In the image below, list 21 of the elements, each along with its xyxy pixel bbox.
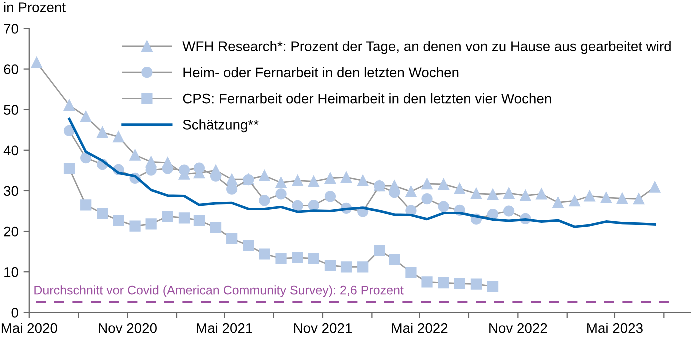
y-axis-title: in Prozent xyxy=(4,2,66,12)
y-tick-label: 10 xyxy=(4,267,18,278)
y-tick-label: 20 xyxy=(4,226,18,237)
x-tick-label: Nov 2021 xyxy=(294,323,352,334)
x-tick-label: Mai 2022 xyxy=(392,323,448,334)
y-tick-label: 0 xyxy=(12,308,18,318)
x-tick-label: Mai 2021 xyxy=(197,323,252,334)
y-tick-label: 50 xyxy=(4,105,18,116)
x-tick-label: Mai 2020 xyxy=(2,323,58,334)
legend-label: Schätzung** xyxy=(183,120,259,133)
y-tick-label: 70 xyxy=(4,24,18,34)
x-tick-label: Mai 2023 xyxy=(588,323,643,334)
x-tick-label: Nov 2022 xyxy=(490,323,548,334)
legend-label: Heim- oder Fernarbeit in den letzten Wochen xyxy=(184,67,459,78)
x-tick-label: Nov 2020 xyxy=(99,323,157,334)
legend-label: WFH Research*: Prozent der Tage, an denen von zu Hause aus gearbeitet wird xyxy=(182,41,671,54)
ref-line-label: Durchschnitt vor Covid (American Community Survey): 2,6 Prozent xyxy=(34,286,404,298)
y-tick-label: 30 xyxy=(4,186,18,196)
y-tick-label: 40 xyxy=(4,146,18,156)
legend-label: CPS: Fernarbeit oder Heimarbeit in den letzten vier Wochen xyxy=(183,94,552,104)
y-tick-label: 60 xyxy=(4,64,18,74)
